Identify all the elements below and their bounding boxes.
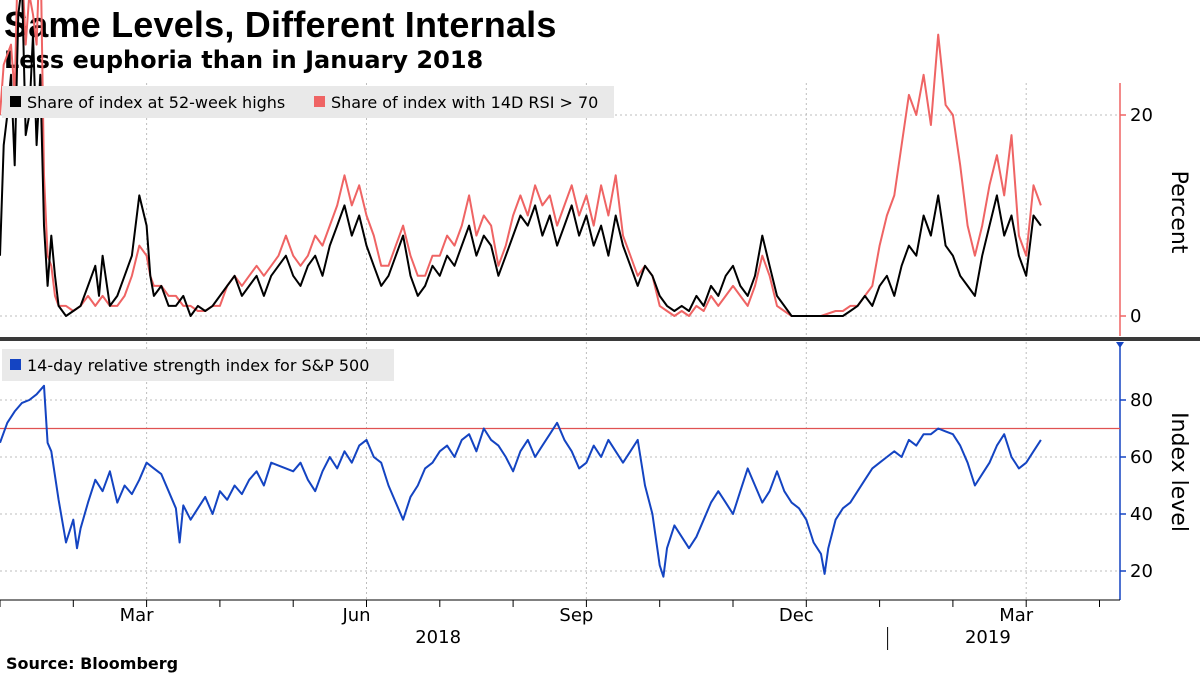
bottom-y-tick-label: 40 [1130,504,1153,525]
x-month-label: Dec [779,605,814,626]
x-month-label: Sep [559,605,593,626]
legend-swatch-rsi-over-70 [314,96,325,107]
top-y-ticks: 02040 [1120,105,1153,327]
bottom-y-axis-title: Index level [1166,412,1191,532]
chart-subtitle: Less euphoria than in January 2018 [4,46,484,74]
legend-label-52-week-highs: Share of index at 52-week highs [27,93,285,112]
top-y-tick-label: 0 [1130,306,1141,327]
bottom-y-tick-label: 20 [1130,561,1153,582]
x-year-label: 2018 [415,627,461,648]
top-legend-box [2,86,614,118]
legend-label-rsi-over-70: Share of index with 14D RSI > 70 [331,93,598,112]
chart-title: Same Levels, Different Internals [4,4,557,45]
x-month-label: Jun [341,605,370,626]
panel-separator [0,337,1200,341]
x-month-label: Mar [999,605,1034,626]
bottom-y-tick-label: 80 [1130,390,1153,411]
bottom-y-tick-label: 60 [1130,447,1153,468]
x-year-label: 2019 [965,627,1011,648]
top-y-tick-label: 20 [1130,105,1153,126]
top-panel-grid [0,83,1120,336]
top-y-axis-title: Percent [1166,171,1191,254]
x-month-label: Mar [120,605,155,626]
legend-swatch-spx-rsi [10,359,21,370]
series-line-52-week-highs [0,0,1042,317]
source-note: Source: Bloomberg [6,654,179,673]
x-axis-ticks: Mar Jun Sep Dec Mar 2018 2019 [0,600,1100,650]
bottom-axis-arrow [1116,342,1124,348]
legend-swatch-52-week-highs [10,96,21,107]
series-line-spx-rsi [0,384,1042,578]
bottom-y-ticks: 20 40 60 80 [1116,342,1153,582]
series-line-rsi-over-70 [0,0,1042,317]
legend-label-spx-rsi: 14-day relative strength index for S&P 5… [27,356,369,375]
bottom-legend-box [2,349,394,381]
